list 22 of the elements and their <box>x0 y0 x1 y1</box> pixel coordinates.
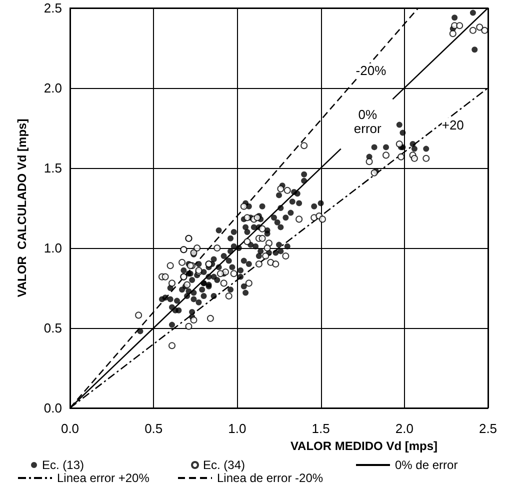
y-tick-label: 1.5 <box>44 160 62 176</box>
annotation: +20 <box>442 117 464 132</box>
x-tick-label: 1.0 <box>228 421 246 436</box>
x-tick-label: 0.0 <box>60 421 80 436</box>
y-axis-title: VALOR CALCULADO Vd [mps] <box>15 118 29 298</box>
y-tick-label: 2.0 <box>44 80 62 96</box>
x-tick-label: 2.0 <box>395 421 414 436</box>
x-tick-label: 2.5 <box>478 421 498 436</box>
y-tick-label: 1.0 <box>44 240 62 256</box>
legend-label: Linea de error -20% <box>217 471 324 485</box>
legend-label: Ec. (13) <box>42 458 84 472</box>
legend-label: Linea error +20% <box>57 471 150 485</box>
annotation: -20% <box>356 62 387 78</box>
y-tick-label: 0.5 <box>44 320 62 336</box>
y-tick-label: 0.0 <box>44 400 62 416</box>
y-tick-label: 2.5 <box>44 0 62 16</box>
legend-label: 0% de error <box>395 458 458 472</box>
legend-label: Ec. (34) <box>203 458 246 472</box>
x-axis-title: VALOR MEDIDO Vd [mps] <box>290 438 438 453</box>
x-tick-label: 0.5 <box>144 421 163 436</box>
x-tick-label: 1.5 <box>312 421 330 436</box>
annotation: 0% error <box>354 107 382 136</box>
